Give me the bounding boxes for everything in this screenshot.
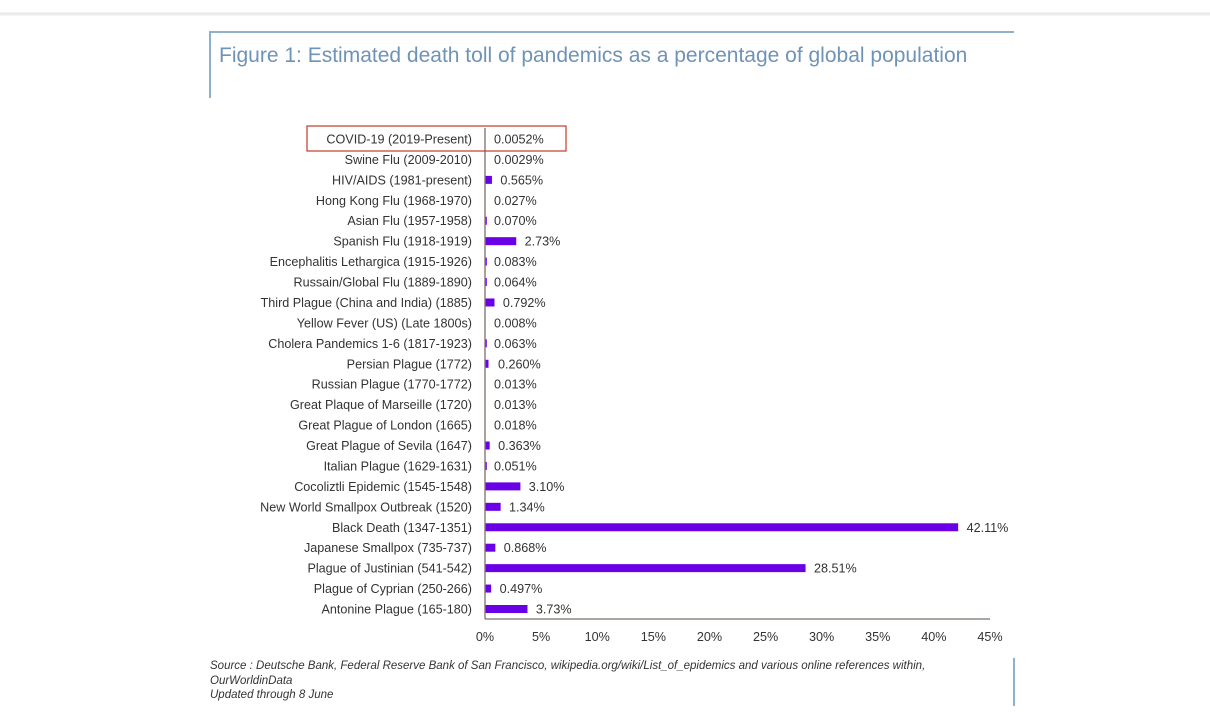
bar	[485, 441, 490, 450]
value-label: 2.73%	[525, 235, 561, 249]
bar	[485, 523, 959, 532]
value-label: 0.083%	[494, 255, 537, 269]
source-line-1: Source : Deutsche Bank, Federal Reserve …	[210, 660, 926, 672]
source-note: Source : Deutsche Bank, Federal Reserve …	[210, 659, 1010, 703]
category-label: Black Death (1347-1351)	[332, 521, 472, 535]
x-tick-label: 25%	[753, 630, 778, 644]
category-label: Antonine Plague (165-180)	[321, 603, 472, 617]
figure-frame-top	[209, 31, 1014, 33]
x-tick-label: 45%	[977, 630, 1002, 644]
category-label: Persian Plague (1772)	[347, 357, 472, 371]
bar	[485, 482, 521, 491]
value-label: 0.027%	[494, 194, 537, 208]
figure-frame-left	[209, 31, 211, 98]
category-label: Third Plague (China and India) (1885)	[261, 296, 472, 310]
category-label: Russain/Global Flu (1889-1890)	[293, 276, 472, 290]
value-label: 3.73%	[536, 603, 572, 617]
bar	[485, 257, 487, 266]
value-label: 0.565%	[500, 173, 543, 187]
bar	[485, 461, 487, 470]
category-label: Cocoliztli Epidemic (1545-1548)	[294, 480, 472, 494]
category-label: Cholera Pandemics 1-6 (1817-1923)	[268, 337, 472, 351]
category-label: New World Smallpox Outbreak (1520)	[260, 500, 472, 514]
value-label: 0.792%	[503, 296, 546, 310]
viewer-top-edge	[0, 0, 1210, 16]
x-tick-label: 15%	[641, 630, 666, 644]
value-label: 28.51%	[814, 562, 857, 576]
bar	[485, 543, 496, 552]
value-label: 0.070%	[494, 214, 537, 228]
category-label: Spanish Flu (1918-1919)	[333, 235, 472, 249]
category-label: Hong Kong Flu (1968-1970)	[316, 194, 472, 208]
value-label: 0.497%	[500, 582, 543, 596]
bar	[485, 175, 492, 184]
bar	[485, 502, 501, 511]
figure-title: Figure 1: Estimated death toll of pandem…	[219, 44, 968, 67]
x-tick-label: 0%	[476, 630, 494, 644]
category-label: Plague of Cyprian (250-266)	[314, 582, 472, 596]
category-label: Italian Plague (1629-1631)	[324, 459, 472, 473]
value-label: 0.868%	[504, 541, 547, 555]
category-label: Asian Flu (1957-1958)	[347, 214, 472, 228]
category-label: Swine Flu (2009-2010)	[345, 153, 472, 167]
value-label: 0.018%	[494, 419, 537, 433]
figure-frame-right	[1013, 658, 1015, 706]
x-tick-label: 5%	[532, 630, 550, 644]
source-line-3: Updated through 8 June	[210, 689, 334, 701]
bar	[485, 605, 528, 613]
source-line-2: OurWorldinData	[210, 674, 293, 687]
value-label: 0.063%	[494, 337, 537, 351]
value-label: 0.260%	[498, 357, 541, 371]
bar	[485, 216, 487, 225]
category-label: Great Plague of London (1665)	[298, 419, 472, 433]
category-label: Yellow Fever (US) (Late 1800s)	[297, 316, 472, 330]
bar	[485, 339, 487, 348]
category-label: Great Plague of Sevila (1647)	[306, 439, 472, 453]
category-label: COVID-19 (2019-Present)	[326, 133, 472, 147]
highlight-box	[306, 125, 567, 152]
x-tick-label: 20%	[697, 630, 722, 644]
value-label: 0.363%	[498, 439, 541, 453]
value-label: 0.0029%	[494, 153, 544, 167]
bar	[485, 584, 492, 593]
value-label: 0.013%	[494, 378, 537, 392]
value-label: 0.013%	[494, 398, 537, 412]
value-label: 3.10%	[529, 480, 565, 494]
value-label: 0.064%	[494, 276, 537, 290]
x-tick-label: 30%	[809, 630, 834, 644]
value-label: 42.11%	[967, 521, 1009, 535]
bar	[485, 278, 487, 287]
category-label: Japanese Smallpox (735-737)	[304, 541, 472, 555]
bar	[485, 298, 495, 307]
value-label: 0.051%	[494, 459, 537, 473]
value-label: 0.0052%	[494, 133, 544, 147]
category-label: Encephalitis Lethargica (1915-1926)	[270, 255, 472, 269]
x-tick-label: 10%	[585, 630, 610, 644]
value-label: 0.008%	[494, 316, 537, 330]
category-label: Great Plaque of Marseille (1720)	[290, 398, 472, 412]
bar	[485, 237, 517, 246]
category-label: HIV/AIDS (1981-present)	[332, 173, 472, 187]
bar	[485, 359, 489, 368]
value-label: 1.34%	[509, 500, 545, 514]
category-label: Plague of Justinian (541-542)	[307, 562, 472, 576]
category-label: Russian Plague (1770-1772)	[312, 378, 472, 392]
x-tick-label: 35%	[865, 630, 890, 644]
x-tick-label: 40%	[921, 630, 946, 644]
bar	[485, 564, 806, 573]
